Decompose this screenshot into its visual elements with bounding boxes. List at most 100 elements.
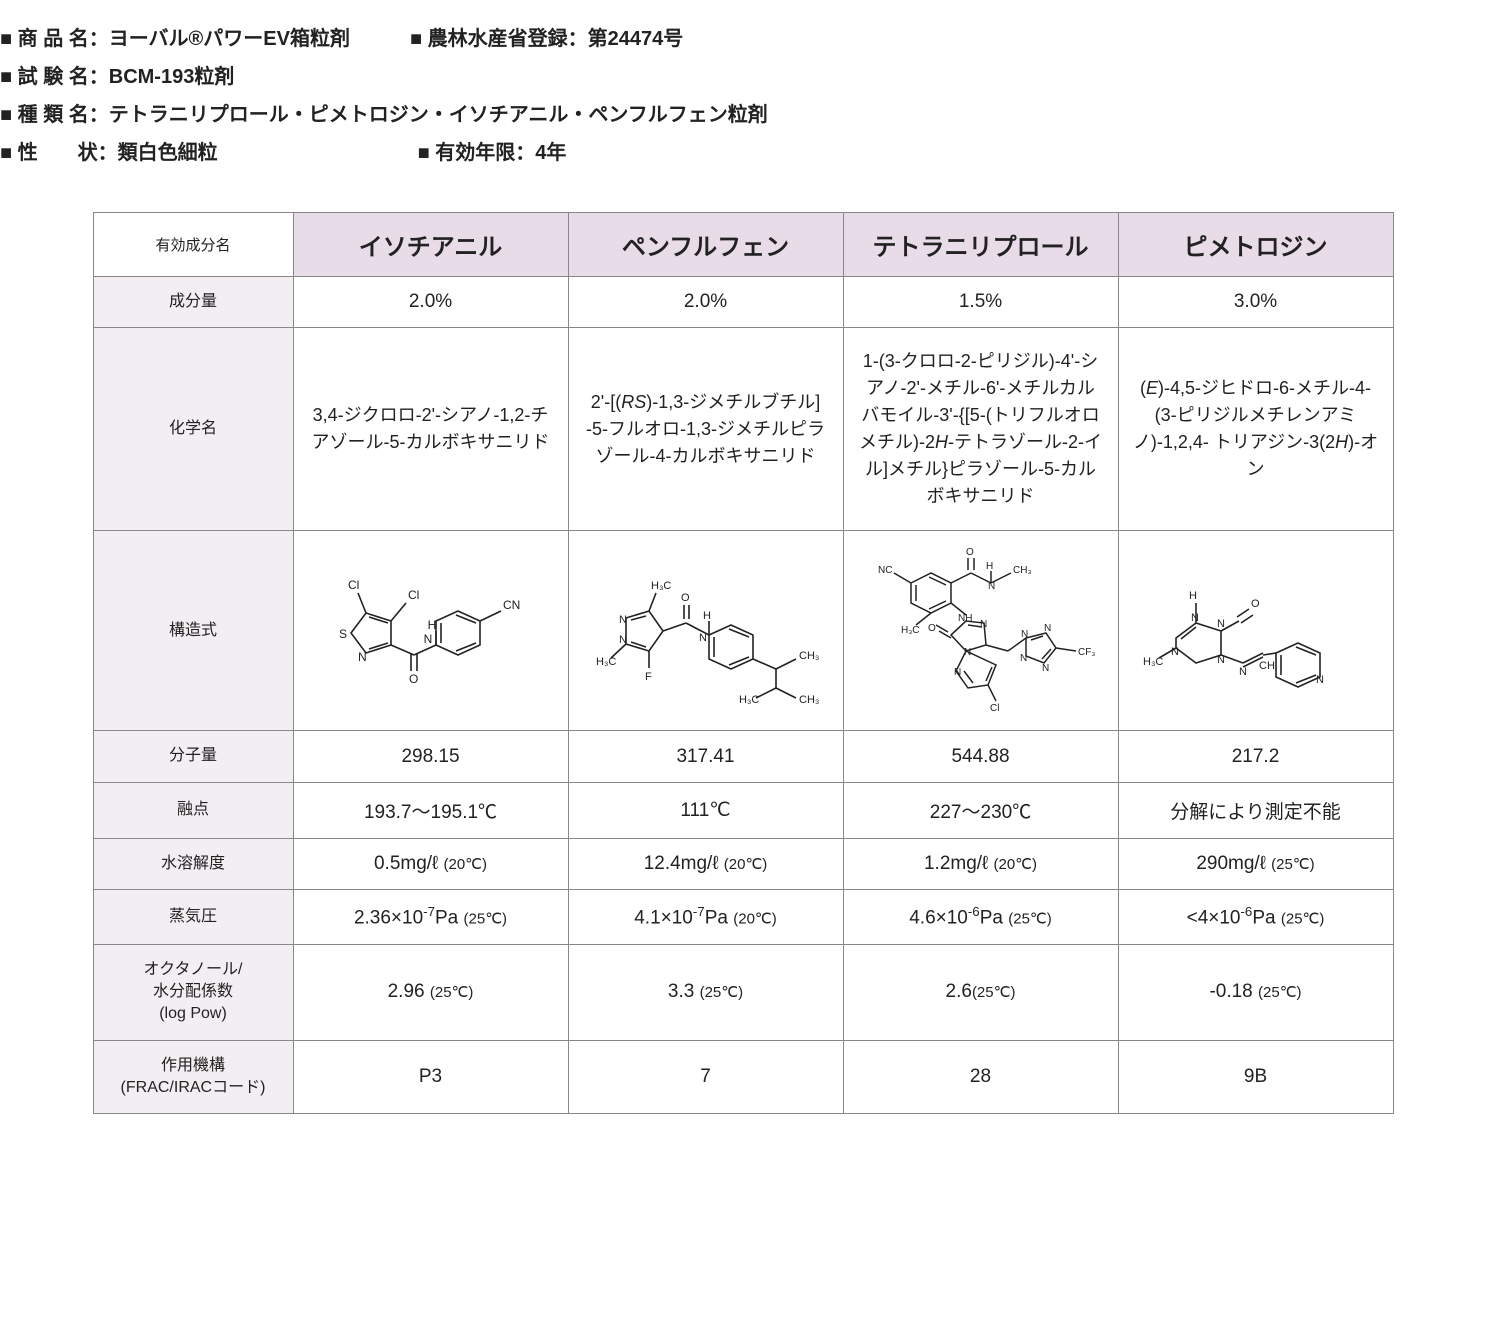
row-label: 分子量	[93, 731, 293, 782]
cell: 4.6×10-6Pa (25℃)	[843, 890, 1118, 944]
svg-text:O: O	[681, 592, 690, 604]
cell: 分解により測定不能	[1118, 782, 1393, 838]
svg-text:N: N	[1171, 646, 1179, 658]
svg-text:N: N	[964, 647, 971, 658]
structure-svg: H N N N N O H₃C N CH N	[1131, 543, 1381, 713]
svg-text:N: N	[980, 619, 987, 630]
svg-text:Cl: Cl	[348, 578, 359, 592]
cell: 2.0%	[293, 277, 568, 328]
svg-text:CH₃: CH₃	[799, 694, 819, 706]
cell: 2.36×10-7Pa (25℃)	[293, 890, 568, 944]
svg-text:CH₃: CH₃	[1013, 565, 1032, 576]
svg-text:N: N	[1217, 654, 1225, 666]
svg-text:CN: CN	[503, 598, 520, 612]
row-label: オクタノール/水分配係数(log Pow)	[93, 944, 293, 1040]
label: ■ 商 品 名：	[0, 20, 109, 58]
svg-text:N: N	[1044, 623, 1051, 634]
cell: 9B	[1118, 1040, 1393, 1114]
label: ■ 試 験 名：	[0, 58, 109, 96]
col-header: ペンフルフェン	[568, 213, 843, 277]
cell: 0.5mg/ℓ (20℃)	[293, 838, 568, 889]
row-label: 蒸気圧	[93, 890, 293, 944]
header-info: ■ 商 品 名：ヨーバル®パワーEV箱粒剤 ■ 農林水産省登録：第24474号 …	[0, 20, 1486, 172]
table-row: 成分量 2.0% 2.0% 1.5% 3.0%	[93, 277, 1393, 328]
value: 類白色細粒	[118, 142, 218, 164]
ingredients-table: 有効成分名 イソチアニル ペンフルフェン テトラニリプロール ピメトロジン 成分…	[93, 212, 1394, 1114]
row-label: 融点	[93, 782, 293, 838]
label: ■ 性 状：	[0, 134, 118, 172]
value: テトラニリプロール・ピメトロジン・イソチアニル・ペンフルフェン粒剤	[109, 104, 768, 126]
svg-text:S: S	[339, 627, 347, 641]
svg-text:H: H	[703, 610, 711, 622]
cell: 2.6(25℃)	[843, 944, 1118, 1040]
svg-text:NC: NC	[878, 565, 892, 576]
cell: <4×10-6Pa (25℃)	[1118, 890, 1393, 944]
cell: P3	[293, 1040, 568, 1114]
svg-text:H: H	[1189, 590, 1197, 602]
svg-text:H: H	[986, 561, 993, 572]
svg-text:O: O	[966, 547, 974, 558]
table-row: 作用機構(FRAC/IRACコード) P3 7 28 9B	[93, 1040, 1393, 1114]
value: ヨーバル®パワーEV箱粒剤	[109, 28, 350, 50]
cell: 1.2mg/ℓ (20℃)	[843, 838, 1118, 889]
table-row: 化学名 3,4-ジクロロ-2'-シアノ-1,2-チアゾール-5-カルボキサニリド…	[93, 328, 1393, 531]
value: BCM-193粒剤	[109, 66, 235, 88]
cell: 2'-[(RS)-1,3-ジメチルブチル] -5-フルオロ-1,3-ジメチルピラ…	[568, 328, 843, 531]
table-row: 分子量 298.15 317.41 544.88 217.2	[93, 731, 1393, 782]
svg-text:F: F	[645, 671, 652, 683]
svg-text:H₃C: H₃C	[1143, 656, 1163, 668]
cell: 1-(3-クロロ-2-ピリジル)-4'-シアノ-2'-メチル-6'-メチルカルバ…	[843, 328, 1118, 531]
cell: 28	[843, 1040, 1118, 1114]
label: ■ 有効年限：	[418, 134, 536, 172]
header-row: 有効成分名 イソチアニル ペンフルフェン テトラニリプロール ピメトロジン	[93, 213, 1393, 277]
svg-text:N: N	[619, 614, 627, 626]
svg-text:NH: NH	[958, 613, 972, 624]
svg-text:H₃C: H₃C	[901, 625, 920, 636]
cell: 193.7～195.1℃	[293, 782, 568, 838]
svg-text:N: N	[1020, 653, 1027, 664]
svg-text:N: N	[1217, 618, 1225, 630]
table-row: 水溶解度 0.5mg/ℓ (20℃) 12.4mg/ℓ (20℃) 1.2mg/…	[93, 838, 1393, 889]
svg-text:O: O	[1251, 598, 1260, 610]
cell: 4.1×10-7Pa (20℃)	[568, 890, 843, 944]
label: ■ 農林水産省登録：	[410, 20, 588, 58]
cell: 544.88	[843, 731, 1118, 782]
cell: 2.96 (25℃)	[293, 944, 568, 1040]
cell: 2.0%	[568, 277, 843, 328]
structure-cell: NC O HN CH₃ H₃C NH O NN NN NN CF₃ N Cl	[843, 531, 1118, 731]
cell: 3.0%	[1118, 277, 1393, 328]
row-label: 成分量	[93, 277, 293, 328]
row-label: 水溶解度	[93, 838, 293, 889]
cell: 217.2	[1118, 731, 1393, 782]
col-header: イソチアニル	[293, 213, 568, 277]
row-label: 作用機構(FRAC/IRACコード)	[93, 1040, 293, 1114]
structure-cell: H N N N N O H₃C N CH N	[1118, 531, 1393, 731]
structure-cell: H₃C H₃C NN F O NH CH₃ H₃C CH₃	[568, 531, 843, 731]
svg-text:O: O	[928, 623, 936, 634]
structure-svg: ClCl SN O N H CN	[306, 543, 556, 713]
svg-text:CF₃: CF₃	[1078, 647, 1095, 658]
svg-text:H₃C: H₃C	[739, 694, 759, 706]
table-row: 蒸気圧 2.36×10-7Pa (25℃) 4.1×10-7Pa (20℃) 4…	[93, 890, 1393, 944]
svg-text:N: N	[619, 634, 627, 646]
svg-text:N: N	[988, 581, 995, 592]
col-header: ピメトロジン	[1118, 213, 1393, 277]
label: ■ 種 類 名：	[0, 96, 109, 134]
svg-text:N: N	[1191, 612, 1199, 624]
cell: 1.5%	[843, 277, 1118, 328]
cell: 227～230℃	[843, 782, 1118, 838]
svg-text:N: N	[358, 650, 367, 664]
row-label: 化学名	[93, 328, 293, 531]
structure-svg: NC O HN CH₃ H₃C NH O NN NN NN CF₃ N Cl	[856, 543, 1106, 713]
cell: 3.3 (25℃)	[568, 944, 843, 1040]
cell: -0.18 (25℃)	[1118, 944, 1393, 1040]
corner-cell: 有効成分名	[93, 213, 293, 277]
svg-text:N: N	[423, 632, 432, 646]
row-label: 構造式	[93, 531, 293, 731]
cell: 3,4-ジクロロ-2'-シアノ-1,2-チアゾール-5-カルボキサニリド	[293, 328, 568, 531]
svg-text:CH: CH	[1259, 660, 1275, 672]
cell: 7	[568, 1040, 843, 1114]
svg-text:H: H	[427, 618, 436, 632]
svg-text:N: N	[1316, 674, 1324, 686]
structure-cell: ClCl SN O N H CN	[293, 531, 568, 731]
